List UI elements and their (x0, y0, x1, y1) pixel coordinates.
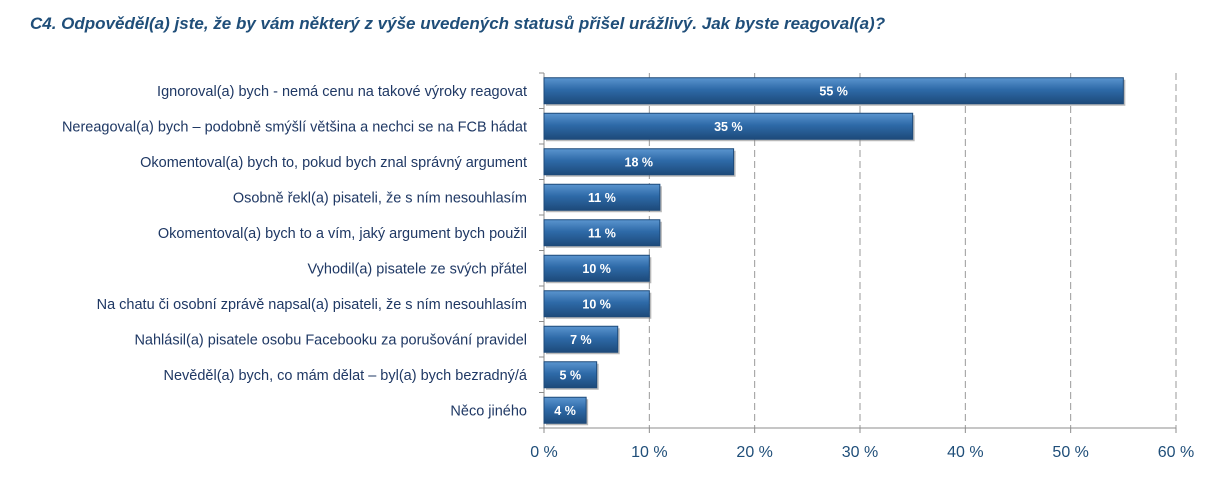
category-label: Ignoroval(a) bych - nemá cenu na takové … (157, 84, 527, 100)
data-label: 55 % (819, 84, 848, 98)
bar (543, 219, 661, 247)
data-label: 11 % (588, 191, 616, 205)
data-label: 4 % (554, 404, 576, 418)
data-label: 10 % (582, 262, 611, 276)
x-tick-label: 0 % (530, 444, 558, 461)
bar (543, 183, 661, 211)
bars: 55 % 35 % 18 % 11 % 11 % 10 % 10 % 7 % 5 % 4 % (543, 77, 1126, 426)
chart-title: C4. Odpověděl(a) jste, že by vám některý… (30, 14, 886, 33)
bar (543, 396, 587, 424)
category-label: Osobně řekl(a) pisateli, že s ním nesouh… (233, 190, 527, 206)
x-tick-labels: 0 % 10 % 20 % 30 % 40 % 50 % 60 % (530, 444, 1194, 461)
bar (543, 148, 735, 176)
data-label: 7 % (570, 333, 592, 347)
category-labels: Ignoroval(a) bych - nemá cenu na takové … (62, 84, 528, 420)
bar (543, 290, 650, 318)
bar (543, 254, 650, 282)
category-label: Nereagoval(a) bych – podobně smýšlí větš… (62, 119, 527, 135)
category-label: Něco jiného (450, 403, 527, 419)
bar (543, 325, 619, 353)
x-tick-label: 30 % (842, 444, 878, 461)
bar (543, 77, 1124, 105)
category-label: Nahlásil(a) pisatele osobu Facebooku za … (134, 332, 527, 348)
bar (543, 112, 914, 140)
x-tick-label: 20 % (736, 444, 772, 461)
x-tick-label: 50 % (1052, 444, 1088, 461)
x-tick-label: 10 % (631, 444, 667, 461)
category-label: Okomentoval(a) bych to a vím, jaký argum… (158, 226, 527, 242)
category-label: Vyhodil(a) pisatele ze svých přátel (308, 261, 527, 277)
category-label: Na chatu či osobní zprávě napsal(a) pisa… (97, 297, 527, 313)
x-tick-label: 40 % (947, 444, 983, 461)
data-label: 18 % (625, 155, 654, 169)
data-label: 35 % (714, 120, 743, 134)
x-tick-label: 60 % (1158, 444, 1194, 461)
data-label: 11 % (588, 226, 616, 240)
category-label: Nevěděl(a) bych, co mám dělat – byl(a) b… (164, 368, 528, 384)
data-label: 10 % (582, 297, 611, 311)
bar (543, 361, 598, 389)
data-label: 5 % (560, 368, 582, 382)
category-label: Okomentoval(a) bych to, pokud bych znal … (140, 155, 527, 171)
